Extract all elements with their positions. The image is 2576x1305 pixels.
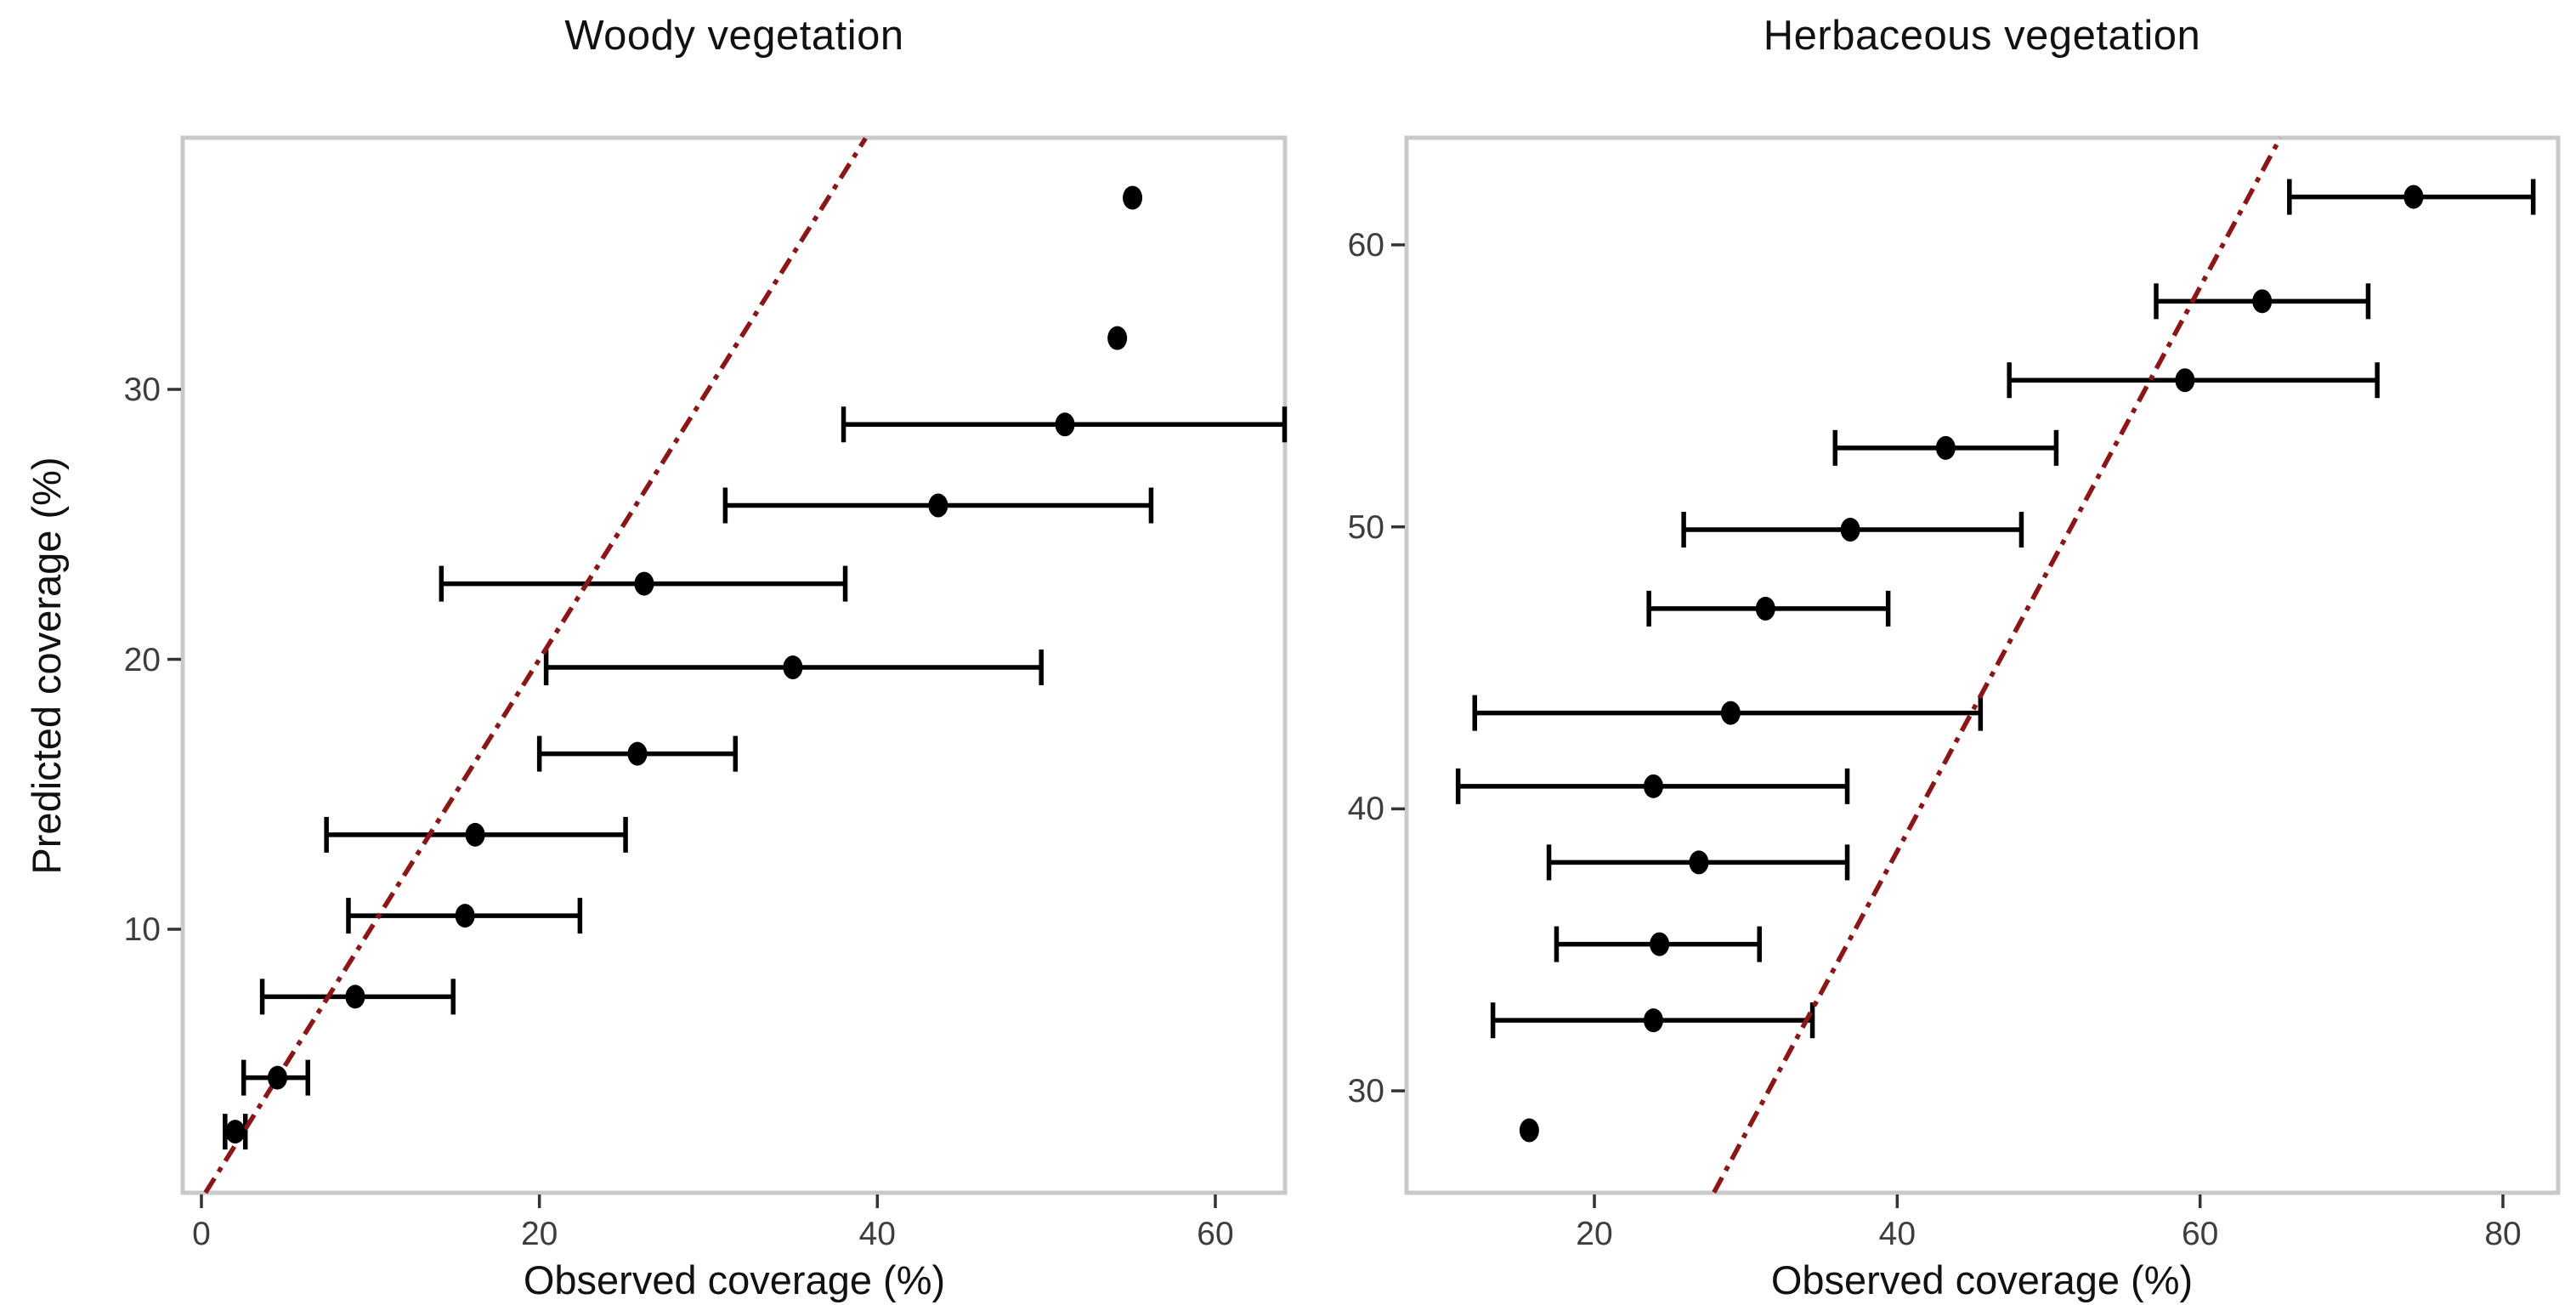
y-axis-title: Predicted coverage (%)	[24, 457, 69, 875]
identity-line	[203, 137, 868, 1194]
y-tick-label: 30	[1347, 1073, 1384, 1110]
data-point	[1755, 596, 1775, 621]
data-point	[1107, 326, 1128, 350]
y-tick-label: 40	[1347, 791, 1384, 828]
data-point	[1689, 850, 1709, 875]
left-x-axis-title: Observed coverage (%)	[523, 1257, 946, 1302]
data-point	[1643, 774, 1663, 798]
identity-line	[1712, 136, 2283, 1194]
data-point	[1650, 932, 1670, 956]
data-point	[1055, 412, 1075, 437]
y-tick-label: 60	[1347, 227, 1384, 264]
data-point	[2175, 368, 2195, 393]
data-point	[1935, 435, 1956, 460]
x-tick-label: 20	[520, 1216, 558, 1252]
data-point	[2252, 289, 2273, 314]
data-point	[627, 741, 648, 766]
data-point	[783, 655, 803, 680]
data-point	[465, 822, 485, 847]
data-point	[2403, 184, 2424, 209]
data-point	[1840, 518, 1860, 542]
y-tick-label: 30	[123, 372, 161, 408]
y-tick-label: 50	[1347, 508, 1384, 546]
panel-border	[1404, 135, 2561, 1195]
data-point	[1643, 1008, 1663, 1033]
x-tick-label: 0	[192, 1216, 211, 1252]
data-point	[267, 1065, 287, 1090]
data-point	[1720, 701, 1741, 725]
data-point	[1519, 1118, 1539, 1143]
data-point	[225, 1120, 246, 1144]
y-tick-label: 20	[123, 641, 161, 678]
data-point	[634, 571, 654, 596]
data-point	[1123, 185, 1143, 210]
x-tick-label: 40	[858, 1216, 896, 1252]
data-point	[345, 984, 365, 1009]
data-point	[928, 493, 948, 518]
x-tick-label: 40	[1878, 1216, 1916, 1252]
x-tick-label: 80	[2484, 1216, 2522, 1252]
x-tick-label: 60	[2181, 1216, 2219, 1252]
right-panel-title: Herbaceous vegetation	[1763, 13, 2201, 59]
left-panel-title: Woody vegetation	[564, 13, 904, 59]
x-tick-label: 60	[1197, 1216, 1234, 1252]
right-x-axis-title: Observed coverage (%)	[1770, 1257, 2194, 1302]
x-tick-label: 20	[1576, 1216, 1613, 1252]
y-tick-label: 10	[123, 911, 161, 948]
data-point	[455, 904, 475, 928]
